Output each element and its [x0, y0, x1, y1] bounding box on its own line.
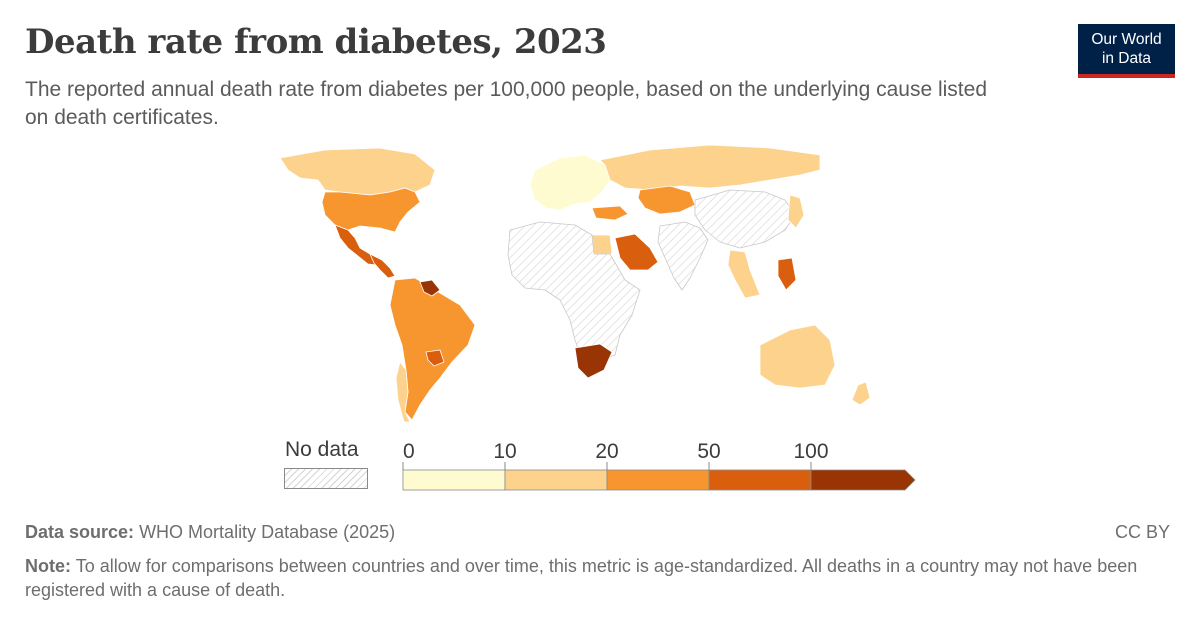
note-text: To allow for comparisons between countri… — [25, 556, 1138, 600]
legend-tick-label: 20 — [595, 440, 618, 463]
region-southeast-asia[interactable] — [727, 249, 761, 299]
region-saudi-arabia[interactable] — [614, 233, 659, 271]
data-source: Data source: WHO Mortality Database (202… — [25, 522, 395, 543]
legend-bin[interactable] — [810, 469, 916, 491]
region-new-zealand[interactable] — [851, 381, 871, 406]
logo-accent-bar — [1078, 74, 1175, 78]
logo-line-2: in Data — [1101, 50, 1152, 67]
region-united-states[interactable] — [321, 187, 421, 233]
legend-tick-label: 50 — [697, 440, 720, 463]
data-source-label: Data source: — [25, 522, 135, 542]
region-chile[interactable] — [395, 361, 411, 423]
region-russia[interactable] — [599, 144, 821, 191]
region-australia[interactable] — [759, 324, 836, 389]
region-south-asia[interactable] — [657, 221, 709, 291]
legend-bin[interactable] — [504, 469, 608, 491]
legend-no-data-swatch — [284, 468, 368, 489]
legend-tick-label: 100 — [793, 440, 828, 463]
region-south-america[interactable] — [389, 277, 476, 421]
legend-bin[interactable] — [606, 469, 710, 491]
data-source-text[interactable]: WHO Mortality Database (2025) — [139, 522, 396, 542]
region-africa[interactable] — [507, 221, 641, 361]
region-china[interactable] — [694, 189, 796, 249]
legend-no-data-label: No data — [285, 438, 359, 461]
legend-tick-label: 0 — [403, 440, 415, 463]
chart-title: Death rate from diabetes, 2023 — [25, 22, 607, 62]
region-venezuela[interactable] — [419, 279, 441, 297]
region-egypt[interactable] — [591, 234, 613, 255]
legend-bin[interactable] — [402, 469, 506, 491]
region-japan[interactable] — [787, 194, 805, 229]
license-link[interactable]: CC BY — [1114, 522, 1170, 542]
note-label: Note: — [25, 556, 71, 576]
owid-logo[interactable]: Our World in Data — [1078, 24, 1175, 78]
region-paraguay[interactable] — [425, 349, 445, 367]
world-map[interactable] — [230, 130, 920, 430]
region-turkey[interactable] — [591, 205, 629, 221]
footnote: Note: To allow for comparisons between c… — [25, 554, 1155, 602]
region-philippines[interactable] — [777, 257, 797, 291]
chart-subtitle: The reported annual death rate from diab… — [25, 78, 988, 129]
region-central-america[interactable] — [369, 253, 396, 279]
region-north-america[interactable] — [279, 147, 436, 196]
legend-bin[interactable] — [708, 469, 812, 491]
legend-tick-label: 10 — [493, 440, 516, 463]
color-scale-legend: 0 10 20 50 100 — [402, 440, 916, 491]
region-south-africa[interactable] — [574, 343, 613, 379]
region-europe[interactable] — [529, 154, 611, 211]
region-kazakhstan[interactable] — [637, 185, 696, 215]
logo-line-1: Our World — [1091, 31, 1162, 48]
